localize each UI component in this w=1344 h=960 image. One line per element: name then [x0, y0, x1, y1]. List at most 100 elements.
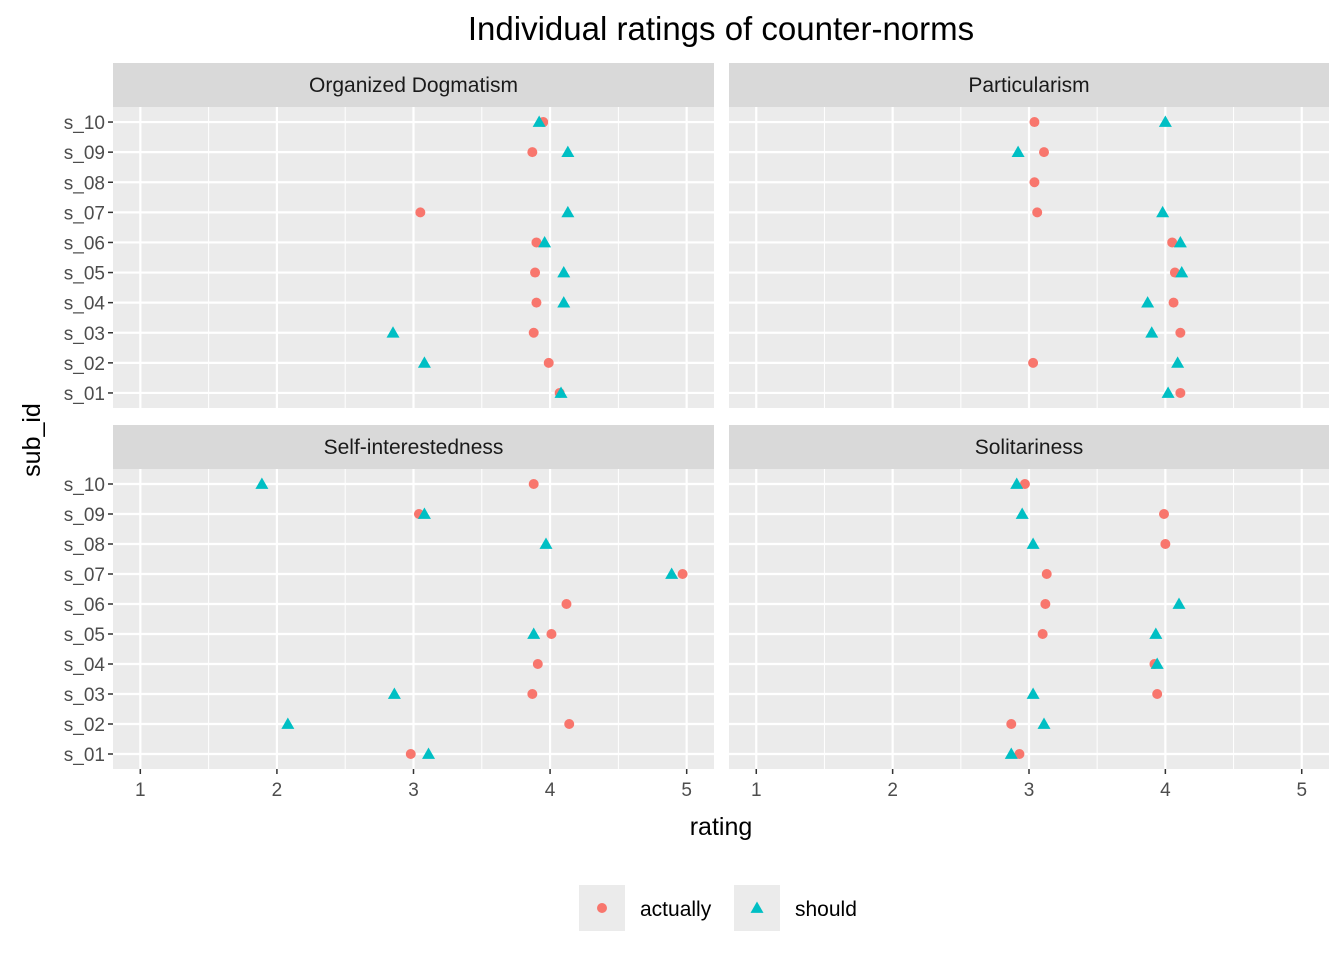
point-should-s_01: [422, 747, 436, 759]
point-should-s_09: [417, 507, 431, 519]
y-tick-label: s_04: [64, 294, 106, 315]
y-tick-label: s_05: [64, 264, 105, 285]
panel-3-strip: [113, 425, 714, 469]
x-tick-label: 5: [681, 780, 692, 801]
x-tick-label: 3: [408, 780, 419, 801]
point-actually-s_07: [415, 207, 426, 218]
legend-marker-should: [750, 901, 764, 913]
x-tick-label: 1: [135, 780, 146, 801]
facet-panels: Organized Dogmatisms_01s_02s_03s_04s_05s…: [64, 63, 1329, 801]
point-actually-s_03: [527, 689, 538, 699]
legend-marker-actually: [597, 903, 607, 913]
point-actually-s_02: [1006, 719, 1017, 729]
panel-4: Solitariness 1 2 3 4 5: [729, 425, 1329, 801]
y-tick-label: s_07: [64, 203, 105, 224]
point-actually-s_08: [1160, 539, 1171, 549]
point-actually-s_03: [1152, 689, 1163, 699]
point-should-s_07: [1156, 205, 1170, 218]
point-actually-s_03: [528, 327, 539, 338]
point-actually-s_05: [546, 629, 557, 639]
point-should-s_04: [557, 296, 571, 308]
point-should-s_10: [532, 115, 546, 127]
panel-2-strip: [729, 63, 1329, 107]
point-actually-s_04: [532, 659, 543, 669]
point-actually-s_06: [1040, 599, 1051, 609]
point-actually-s_05: [530, 267, 541, 278]
point-should-s_03: [1145, 326, 1159, 338]
y-tick-label: s_02: [64, 715, 105, 736]
y-tick-label: s_08: [64, 173, 105, 194]
point-should-s_10: [255, 477, 269, 489]
point-actually-s_10: [528, 479, 539, 489]
x-tick-label: 3: [1024, 780, 1035, 801]
y-tick-label: s_04: [64, 655, 106, 676]
y-tick-label: s_01: [64, 384, 105, 405]
x-tick-label: 2: [887, 780, 898, 801]
point-should-s_01: [1004, 747, 1018, 759]
y-tick-label: s_09: [64, 143, 105, 164]
panel-1-strip-label: Organized Dogmatism: [309, 74, 518, 97]
panel-2-strip-label: Particularism: [968, 74, 1089, 97]
x-tick-label: 1: [751, 780, 762, 801]
point-should-s_09: [1011, 145, 1025, 158]
point-actually-s_01: [1175, 387, 1186, 398]
y-axis-title: sub_id: [18, 403, 46, 477]
x-axis-title: rating: [690, 813, 753, 841]
panel-4-strip-label: Solitariness: [975, 436, 1084, 459]
legend-item-actually: actually: [579, 885, 712, 931]
point-should-s_08: [1026, 537, 1040, 549]
y-tick-label: s_08: [64, 535, 105, 556]
x-tick-label: 4: [1160, 780, 1171, 801]
panel-3: Self-interestedness s_01 s_02 s_03 s_04 s_05 s…: [64, 425, 714, 801]
point-actually-s_07: [1032, 207, 1043, 218]
point-actually-s_07: [677, 569, 688, 579]
point-actually-s_01: [1014, 749, 1025, 759]
point-actually-s_04: [1168, 297, 1179, 308]
y-tick-label: s_10: [64, 113, 105, 134]
y-tick-label: s_10: [64, 475, 105, 496]
panel-1: Organized Dogmatism s_01 s_02 s_03 s_04 s_05 s…: [64, 63, 714, 408]
point-actually-s_07: [1041, 569, 1052, 579]
y-tick-label: s_07: [64, 565, 105, 586]
point-should-s_02: [1037, 717, 1051, 729]
point-actually-s_02: [1028, 357, 1039, 368]
y-tick-label: s_03: [64, 324, 105, 345]
point-should-s_09: [1015, 507, 1029, 519]
point-actually-s_09: [1039, 147, 1049, 158]
y-tick-label: s_03: [64, 685, 105, 706]
point-actually-s_02: [564, 719, 575, 729]
point-should-s_04: [1141, 296, 1155, 308]
point-actually-s_06: [1167, 237, 1178, 248]
point-should-s_03: [387, 687, 401, 699]
legend-item-should: should: [734, 885, 857, 931]
panel-2: Particularism: [729, 63, 1329, 408]
x-tick-label: 2: [272, 780, 283, 801]
point-should-s_02: [1171, 356, 1185, 368]
point-should-s_10: [1010, 477, 1024, 489]
point-actually-s_10: [1029, 117, 1040, 128]
point-should-s_09: [561, 145, 575, 158]
chart-title: Individual ratings of counter-norms: [468, 10, 974, 47]
point-should-s_04: [1150, 657, 1164, 669]
point-actually-s_05: [1037, 629, 1048, 639]
point-should-s_08: [539, 537, 553, 549]
point-should-s_05: [527, 627, 541, 639]
y-tick-label: s_01: [64, 745, 105, 766]
panel-3-strip-label: Self-interestedness: [324, 436, 504, 459]
y-tick-label: s_05: [64, 625, 105, 646]
point-should-s_06: [538, 235, 552, 248]
panel-1-strip: [113, 63, 714, 107]
point-should-s_05: [1149, 627, 1163, 639]
point-actually-s_04: [531, 297, 542, 308]
panel-4-strip: [729, 425, 1329, 469]
point-should-s_07: [665, 567, 679, 579]
point-should-s_06: [1172, 597, 1186, 609]
x-tick-label: 5: [1296, 780, 1307, 801]
point-should-s_10: [1158, 115, 1172, 127]
point-should-s_03: [386, 326, 400, 338]
point-should-s_07: [561, 205, 575, 218]
point-actually-s_08: [1029, 177, 1040, 188]
point-should-s_02: [417, 356, 431, 368]
legend-label-actually: actually: [640, 898, 712, 921]
